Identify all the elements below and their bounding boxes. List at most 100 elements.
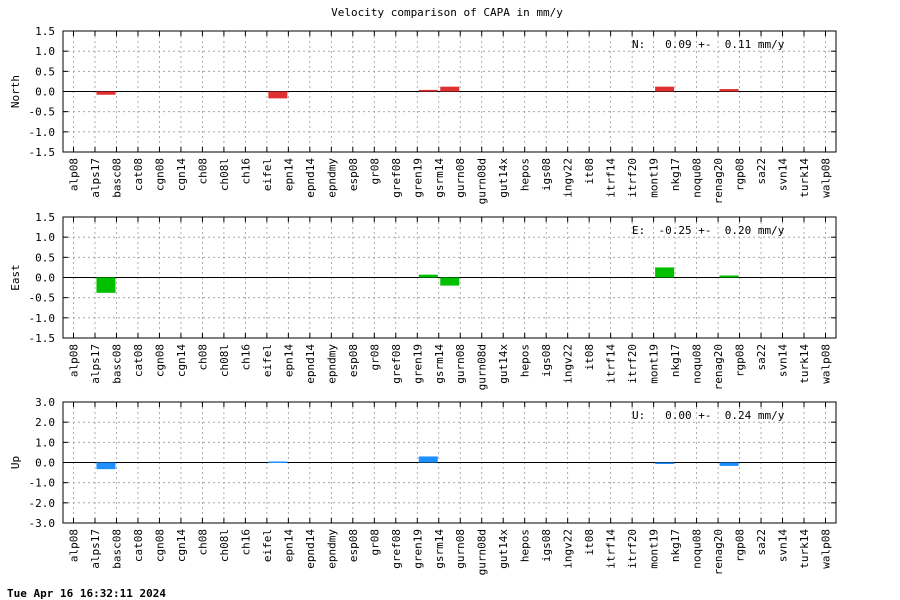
x-tick-label: ch08 (196, 529, 209, 556)
x-tick-label: sa22 (755, 529, 768, 556)
x-tick-label: gurn08 (454, 158, 467, 198)
y-tick-label: -1.0 (29, 477, 56, 490)
stats-annotation: N: 0.09 +- 0.11 mm/y (632, 38, 785, 51)
x-tick-label: renag20 (712, 158, 725, 204)
bar-east-renag20 (719, 275, 739, 278)
x-tick-label: it08 (583, 344, 596, 371)
x-tick-label: alps17 (89, 529, 102, 569)
x-tick-label: gsrm14 (433, 158, 446, 198)
x-tick-label: svn14 (777, 344, 790, 377)
x-tick-label: alp08 (68, 158, 81, 191)
x-tick-label: noqu08 (691, 529, 704, 569)
x-tick-label: igs08 (540, 158, 553, 191)
y-tick-label: -0.5 (29, 106, 56, 119)
x-tick-label: rgp08 (734, 529, 747, 562)
x-tick-label: itrf20 (626, 344, 639, 384)
chart-panel-north: -1.5 -1.0 -0.5 0.0 0.5 1.0 1.5 alp08 alps17 basc0… (9, 25, 837, 204)
x-tick-label: gren19 (411, 158, 424, 198)
x-tick-label: cgn08 (153, 344, 166, 377)
plot-frame (62, 401, 837, 524)
y-tick-label: 0.0 (35, 457, 55, 470)
y-axis-label: East (9, 264, 22, 291)
x-tick-label: gurn08d (476, 158, 489, 204)
bar-north-alps17 (96, 91, 116, 95)
bar-east-gsrm14 (440, 277, 460, 286)
bar-north-renag20 (719, 89, 739, 92)
y-tick-label: -1.0 (29, 312, 56, 325)
x-tick-label: ch08l (218, 529, 231, 562)
plot-frame (62, 216, 837, 339)
x-tick-label: gref08 (390, 344, 403, 384)
y-tick-label: -2.0 (29, 497, 56, 510)
x-tick-label: it08 (583, 529, 596, 556)
x-tick-label: itrf20 (626, 158, 639, 198)
y-tick-label: 3.0 (35, 396, 55, 409)
x-tick-label: sa22 (755, 158, 768, 185)
x-tick-label: cat08 (132, 529, 145, 562)
x-tick-label: gut14x (497, 529, 510, 569)
x-tick-label: sa22 (755, 344, 768, 371)
bar-up-renag20 (719, 462, 739, 466)
x-tick-label: noqu08 (691, 158, 704, 198)
x-tick-label: cgn14 (175, 158, 188, 191)
x-tick-label: epn14 (282, 158, 295, 191)
stats-annotation: E: -0.25 +- 0.20 mm/y (632, 224, 785, 237)
x-tick-label: epnd14 (304, 529, 317, 569)
x-tick-label: nkg17 (669, 158, 682, 191)
x-tick-label: gren19 (411, 529, 424, 569)
y-axis-label: North (9, 75, 22, 108)
x-tick-label: hepos (519, 158, 532, 191)
x-tick-label: igs08 (540, 529, 553, 562)
x-tick-label: itrf14 (605, 158, 618, 198)
y-tick-label: -0.5 (29, 292, 56, 305)
x-tick-label: cgn14 (175, 529, 188, 562)
x-tick-label: basc08 (110, 529, 123, 569)
y-tick-label: -1.5 (29, 332, 56, 345)
plot-frame (62, 30, 837, 153)
x-tick-label: gut14x (497, 158, 510, 198)
x-tick-label: eifel (261, 529, 274, 562)
x-tick-label: basc08 (110, 344, 123, 384)
x-tick-label: gref08 (390, 158, 403, 198)
x-tick-label: gsrm14 (433, 529, 446, 569)
x-tick-label: basc08 (110, 158, 123, 198)
x-tick-label: turk14 (798, 344, 811, 384)
x-tick-label: mont19 (648, 158, 661, 198)
bar-north-gren19 (418, 89, 438, 92)
chart-panel-east: -1.5 -1.0 -0.5 0.0 0.5 1.0 1.5 alp08 alps17 basc0… (9, 211, 837, 390)
x-tick-label: ingv22 (562, 158, 575, 198)
x-tick-label: gurn08 (454, 344, 467, 384)
y-tick-label: 0.5 (35, 251, 55, 264)
x-tick-label: epndmy (325, 344, 338, 384)
y-axis-label: Up (9, 456, 22, 469)
x-tick-label: epndmy (325, 529, 338, 569)
x-tick-label: epnd14 (304, 344, 317, 384)
x-tick-label: walp08 (820, 158, 833, 198)
x-tick-label: nkg17 (669, 344, 682, 377)
x-tick-label: cat08 (132, 344, 145, 377)
x-tick-label: gr08 (368, 158, 381, 185)
x-tick-label: eifel (261, 158, 274, 191)
x-tick-label: epnd14 (304, 158, 317, 198)
x-tick-label: cgn08 (153, 158, 166, 191)
bar-east-mont19 (655, 267, 675, 278)
x-tick-label: cgn14 (175, 344, 188, 377)
y-tick-label: 1.0 (35, 45, 55, 58)
x-tick-label: ingv22 (562, 344, 575, 384)
x-tick-label: eifel (261, 344, 274, 377)
x-tick-label: esp08 (347, 344, 360, 377)
y-tick-label: 1.0 (35, 436, 55, 449)
x-tick-label: gurn08d (476, 529, 489, 575)
x-tick-label: rgp08 (734, 344, 747, 377)
y-tick-label: 1.5 (35, 211, 55, 224)
x-tick-label: alps17 (89, 158, 102, 198)
x-tick-label: igs08 (540, 344, 553, 377)
x-tick-label: turk14 (798, 158, 811, 198)
chart-panels: -1.5 -1.0 -0.5 0.0 0.5 1.0 1.5 alp08 alps17 basc0… (9, 25, 837, 575)
x-tick-label: alp08 (68, 344, 81, 377)
x-tick-label: it08 (583, 158, 596, 185)
x-tick-label: turk14 (798, 529, 811, 569)
x-tick-label: svn14 (777, 158, 790, 191)
x-tick-label: gr08 (368, 529, 381, 556)
